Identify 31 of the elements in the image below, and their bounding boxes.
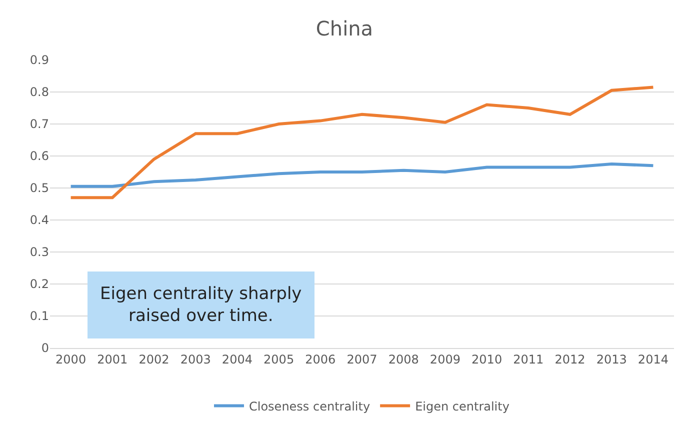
x-tick-label: 2014 [638, 352, 668, 366]
x-tick-label: 2007 [346, 352, 378, 366]
x-tick-label: 2006 [305, 352, 336, 366]
y-tick-label: 0.3 [30, 245, 49, 260]
x-tick-label: 2009 [430, 352, 460, 366]
x-tick-label: 2004 [222, 352, 252, 366]
x-tick-label: 2008 [388, 352, 419, 366]
x-tick-label: 2001 [97, 352, 128, 366]
annotation: Eigen centrality sharply raised over time. [100, 284, 302, 326]
x-tick-label: 2002 [138, 352, 170, 366]
x-tick-label: 2011 [513, 352, 544, 366]
y-tick-label: 0.1 [30, 309, 49, 324]
y-tick-label: 0.4 [30, 213, 49, 228]
x-tick-label: 2013 [596, 352, 627, 366]
line-series [69, 162, 655, 188]
x-tick-label: 2012 [554, 352, 586, 366]
chart-title: China [316, 16, 374, 41]
y-tick-label: 0.8 [30, 85, 49, 100]
x-tick-label: 2000 [56, 352, 86, 366]
y-tick-label: 0.9 [30, 53, 49, 68]
y-tick-label: 0.5 [30, 181, 49, 196]
x-tick-label: 2003 [180, 352, 211, 366]
y-tick-label: 0.7 [30, 117, 49, 132]
y-tick-label: 0.2 [30, 277, 49, 292]
legend-label: Closeness centrality [249, 399, 370, 414]
line-series [69, 86, 655, 200]
x-tick-label: 2005 [264, 352, 294, 366]
y-tick-label: 0 [41, 341, 49, 356]
legend-label: Eigen centrality [415, 399, 510, 414]
y-tick-label: 0.6 [30, 149, 49, 164]
x-tick-label: 2010 [472, 352, 502, 366]
